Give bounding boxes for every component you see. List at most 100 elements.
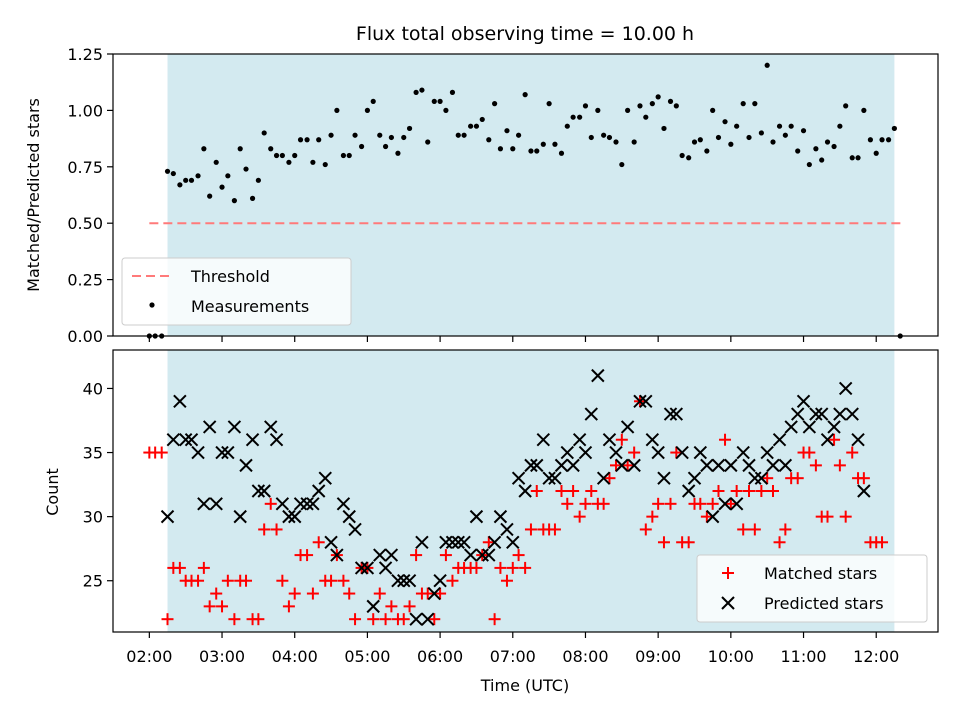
measurement-point bbox=[691, 139, 698, 145]
measurement-point bbox=[304, 137, 310, 143]
predicted-star-marker bbox=[584, 407, 598, 421]
matched-star-marker bbox=[767, 485, 779, 497]
matched-star-marker bbox=[306, 587, 319, 600]
measurement-point bbox=[515, 132, 522, 138]
predicted-star-marker bbox=[772, 433, 787, 447]
measurement-point bbox=[800, 128, 807, 134]
matched-star-marker bbox=[603, 472, 616, 485]
count-y-axis-label: Count bbox=[43, 468, 62, 516]
predicted-star-marker bbox=[820, 433, 835, 447]
predicted-star-marker bbox=[166, 433, 181, 447]
matched-star-marker bbox=[737, 523, 750, 536]
matched-star-marker bbox=[210, 587, 223, 600]
matched-star-marker bbox=[512, 549, 525, 562]
matched-star-marker bbox=[439, 549, 452, 562]
x-tick-label: 08:00 bbox=[562, 647, 608, 666]
predicted-star-marker bbox=[402, 574, 417, 588]
measurement-point bbox=[625, 107, 631, 113]
measurement-point bbox=[425, 139, 431, 145]
measurement-point bbox=[764, 62, 770, 68]
measurement-point bbox=[455, 132, 461, 138]
matched-star-marker bbox=[500, 574, 513, 587]
matched-star-marker bbox=[155, 446, 168, 459]
measurement-point bbox=[697, 137, 703, 143]
measurement-point bbox=[322, 161, 328, 168]
y-tick-label: 0.25 bbox=[67, 271, 103, 290]
x-tick-label: 12:00 bbox=[853, 647, 899, 666]
measurement-point bbox=[231, 198, 237, 204]
matched-star-marker bbox=[524, 523, 537, 536]
matched-star-marker bbox=[828, 433, 841, 446]
predicted-star-marker bbox=[833, 407, 847, 421]
predicted-star-marker bbox=[202, 420, 217, 434]
measurement-point bbox=[715, 134, 722, 141]
predicted-star-marker bbox=[796, 394, 811, 408]
measurement-point bbox=[564, 123, 570, 129]
measurement-point bbox=[540, 141, 546, 147]
predicted-star-marker bbox=[373, 548, 387, 562]
predicted-star-marker bbox=[802, 420, 817, 434]
matched-star-marker bbox=[773, 536, 786, 549]
predicted-star-marker bbox=[693, 445, 708, 460]
measurement-point bbox=[461, 132, 467, 138]
measurement-point bbox=[188, 177, 195, 183]
predicted-star-marker bbox=[318, 471, 332, 485]
measurement-point bbox=[377, 132, 383, 138]
predicted-star-marker bbox=[615, 458, 629, 473]
ratio-y-axis-label: Matched/Predicted stars bbox=[24, 98, 43, 292]
matched-star-marker bbox=[192, 574, 205, 587]
measurement-point bbox=[558, 150, 565, 156]
measurement-point bbox=[195, 173, 201, 179]
predicted-star-marker bbox=[506, 535, 520, 549]
measurement-point bbox=[643, 114, 649, 120]
measurement-point bbox=[249, 195, 256, 201]
measurement-point bbox=[855, 155, 861, 161]
predicted-star-marker bbox=[729, 497, 744, 511]
predicted-star-marker bbox=[845, 407, 859, 421]
predicted-star-marker bbox=[469, 509, 484, 524]
predicted-star-marker bbox=[269, 433, 284, 447]
measurement-point bbox=[746, 134, 752, 141]
measurement-points bbox=[146, 62, 903, 339]
matched-star-marker bbox=[839, 510, 852, 523]
matched-star-marker bbox=[809, 459, 822, 472]
measurement-point bbox=[225, 173, 231, 179]
predicted-star-marker bbox=[445, 535, 460, 549]
predicted-star-marker bbox=[620, 420, 635, 434]
predicted-star-marker bbox=[645, 433, 660, 447]
measurement-point bbox=[782, 132, 788, 138]
predicted-star-marker bbox=[191, 445, 205, 460]
matched-star-marker bbox=[621, 459, 634, 472]
matched-star-marker bbox=[488, 613, 501, 626]
ratio-y-ticks: 0.00 0.25 0.50 0.75 1.00 1.25 bbox=[67, 45, 113, 346]
measurement-point bbox=[649, 101, 655, 107]
predicted-star-marker bbox=[378, 561, 393, 575]
measurement-point bbox=[504, 128, 510, 134]
measurement-point bbox=[704, 148, 710, 154]
matched-star-marker bbox=[367, 613, 380, 626]
measurement-point bbox=[207, 193, 213, 199]
matched-star-marker bbox=[803, 446, 816, 459]
matched-star-marker bbox=[857, 472, 870, 485]
predicted-star-marker bbox=[221, 445, 235, 460]
measurement-point bbox=[885, 137, 892, 143]
chart-title: Flux total observing time = 10.00 h bbox=[356, 23, 694, 45]
matched-star-marker bbox=[282, 600, 295, 613]
matched-star-marker bbox=[761, 472, 774, 485]
matched-star-marker bbox=[373, 587, 386, 600]
predicted-legend-swatch bbox=[721, 596, 735, 610]
matched-star-marker bbox=[428, 613, 441, 626]
predicted-star-marker bbox=[251, 484, 266, 498]
predicted-star-marker bbox=[275, 497, 290, 511]
measurement-point bbox=[552, 141, 558, 147]
predicted-star-marker bbox=[336, 497, 351, 511]
x-tick-label: 06:00 bbox=[417, 647, 463, 666]
measurement-point bbox=[413, 89, 419, 95]
matched-star-marker bbox=[670, 446, 683, 459]
predicted-star-marker bbox=[814, 407, 829, 421]
predicted-star-marker bbox=[178, 433, 193, 447]
measurement-point bbox=[419, 87, 425, 93]
measurement-point bbox=[879, 137, 885, 143]
measurement-point bbox=[382, 143, 389, 150]
